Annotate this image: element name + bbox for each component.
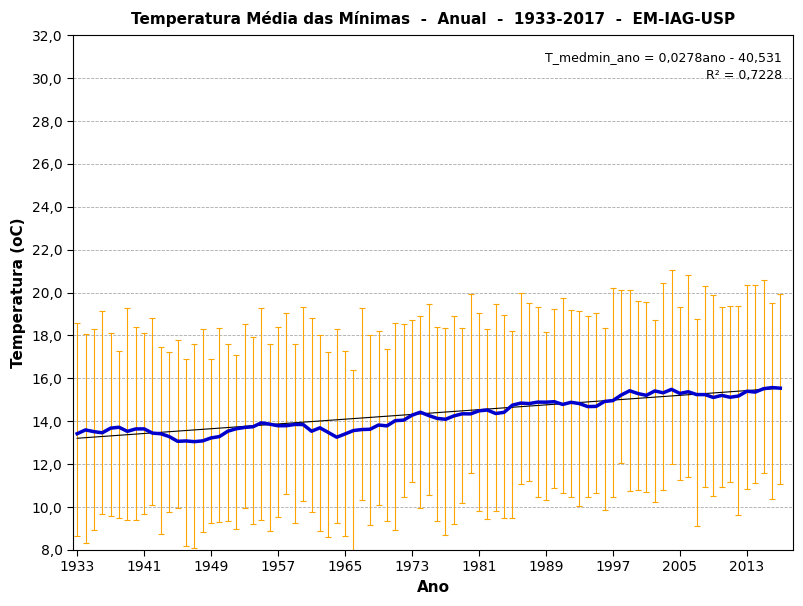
X-axis label: Ano: Ano	[416, 580, 449, 595]
Text: T_medmin_ano = 0,0278ano - 40,531
R² = 0,7228: T_medmin_ano = 0,0278ano - 40,531 R² = 0…	[544, 51, 781, 82]
Y-axis label: Temperatura (oC): Temperatura (oC)	[11, 218, 26, 368]
Title: Temperatura Média das Mínimas  -  Anual  -  1933-2017  -  EM-IAG-USP: Temperatura Média das Mínimas - Anual - …	[131, 11, 734, 27]
